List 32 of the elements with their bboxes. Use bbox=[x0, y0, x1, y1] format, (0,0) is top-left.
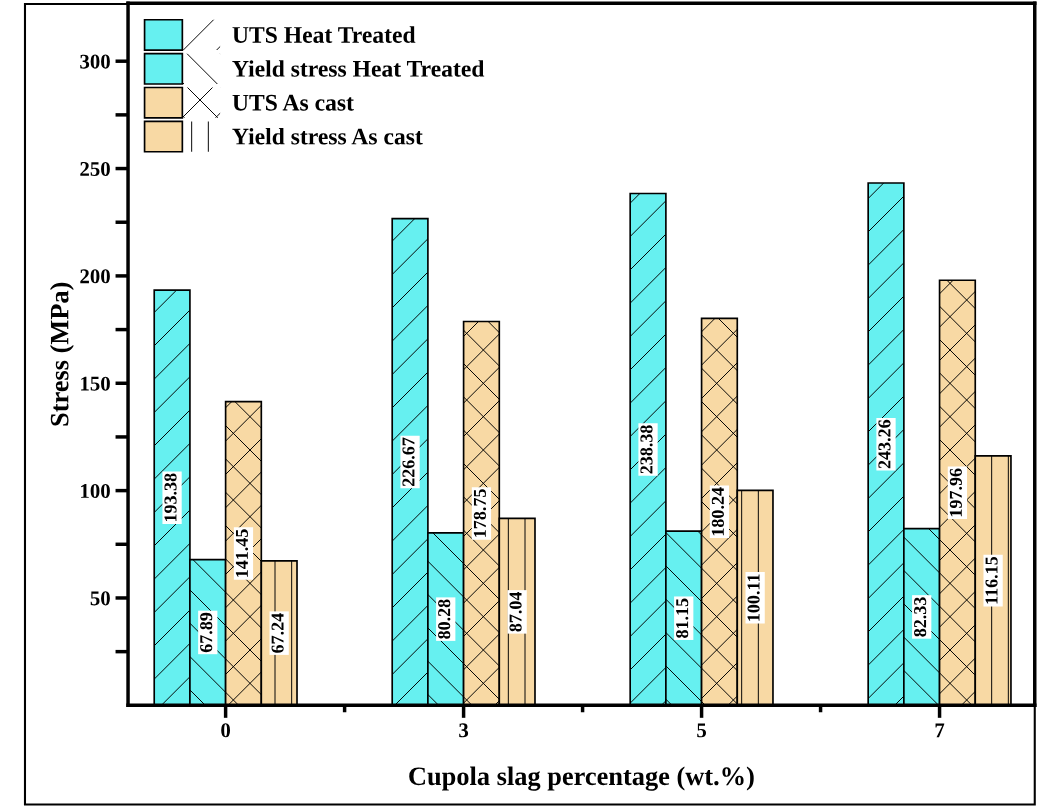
legend-label: UTS As cast bbox=[232, 94, 354, 111]
data-label: 87.04 bbox=[509, 591, 522, 632]
data-label: 238.38 bbox=[640, 425, 653, 474]
data-label: 82.33 bbox=[914, 597, 927, 637]
data-label: 80.28 bbox=[438, 599, 451, 639]
data-label: 116.15 bbox=[985, 556, 998, 604]
x-tick-label: 0 bbox=[221, 723, 231, 738]
data-label: 67.24 bbox=[271, 613, 284, 653]
y-tick-label: 150 bbox=[81, 376, 110, 391]
data-label: 243.26 bbox=[878, 419, 891, 469]
y-tick-label: 100 bbox=[81, 483, 110, 499]
data-label: 67.89 bbox=[200, 612, 213, 653]
legend-label: Yield stress As cast bbox=[232, 127, 423, 145]
data-label: 100.11 bbox=[747, 574, 760, 621]
legend-label: UTS Heat Treated bbox=[232, 26, 416, 43]
y-axis-title: Stress (MPa) bbox=[49, 282, 74, 426]
x-axis-title: Cupola slag percentage (wt.%) bbox=[409, 766, 754, 791]
x-tick-label: 3 bbox=[459, 723, 469, 738]
data-label: 193.38 bbox=[164, 473, 177, 522]
data-label: 197.96 bbox=[949, 468, 963, 517]
legend-label: Yield stress Heat Treated bbox=[232, 60, 485, 77]
x-tick-label: 5 bbox=[697, 723, 707, 738]
y-tick-label: 200 bbox=[80, 269, 110, 284]
data-label: 81.15 bbox=[676, 598, 689, 638]
y-tick-label: 300 bbox=[80, 54, 110, 69]
y-tick-label: 250 bbox=[80, 161, 110, 176]
data-label: 226.67 bbox=[402, 437, 415, 487]
data-label: 178.75 bbox=[473, 489, 487, 537]
data-label: 141.45 bbox=[235, 529, 249, 577]
x-tick-label: 7 bbox=[935, 723, 945, 738]
data-label: 180.24 bbox=[711, 487, 725, 536]
y-tick-label: 50 bbox=[90, 591, 110, 606]
